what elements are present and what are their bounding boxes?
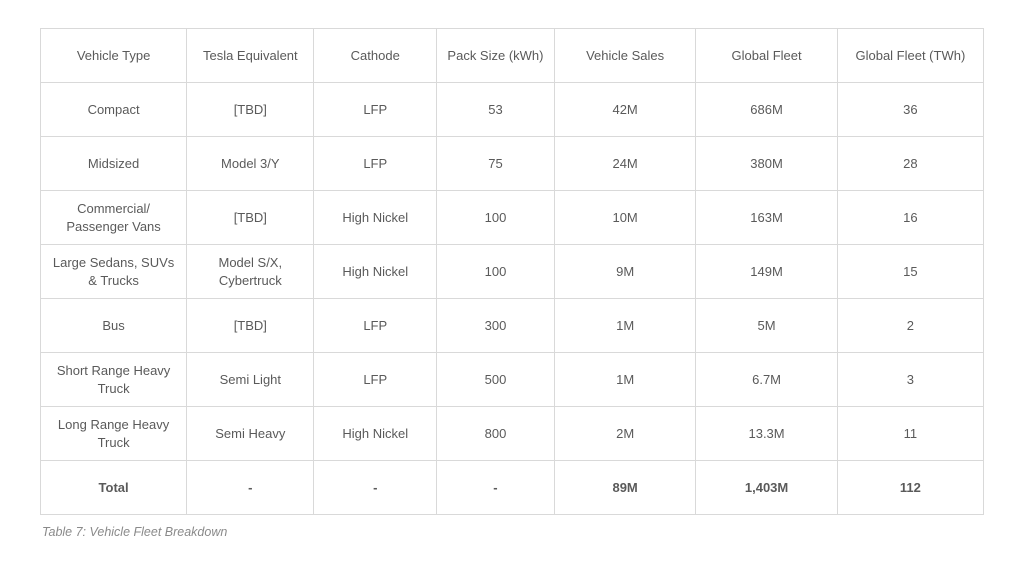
table-cell: 6.7M [696, 353, 837, 407]
table-cell: 1M [554, 353, 695, 407]
table-row: Commercial/ Passenger Vans[TBD]High Nick… [41, 191, 984, 245]
table-cell: Total [41, 461, 187, 515]
table-row: Long Range Heavy TruckSemi HeavyHigh Nic… [41, 407, 984, 461]
table-cell: 1,403M [696, 461, 837, 515]
table-row: Bus[TBD]LFP3001M5M2 [41, 299, 984, 353]
col-header-vehicle-type: Vehicle Type [41, 29, 187, 83]
table-cell: Semi Light [187, 353, 314, 407]
table-cell: 380M [696, 137, 837, 191]
table-cell: 42M [554, 83, 695, 137]
col-header-global-fleet-twh: Global Fleet (TWh) [837, 29, 983, 83]
table-cell: 89M [554, 461, 695, 515]
col-header-tesla-equiv: Tesla Equivalent [187, 29, 314, 83]
table-row: MidsizedModel 3/YLFP7524M380M28 [41, 137, 984, 191]
table-cell: Midsized [41, 137, 187, 191]
table-cell: 2 [837, 299, 983, 353]
table-cell: LFP [314, 83, 437, 137]
table-cell: - [437, 461, 555, 515]
table-cell: 800 [437, 407, 555, 461]
table-cell: Model 3/Y [187, 137, 314, 191]
table-cell: 15 [837, 245, 983, 299]
table-caption: Table 7: Vehicle Fleet Breakdown [40, 525, 984, 539]
col-header-vehicle-sales: Vehicle Sales [554, 29, 695, 83]
table-cell: Semi Heavy [187, 407, 314, 461]
table-cell: 53 [437, 83, 555, 137]
table-cell: [TBD] [187, 299, 314, 353]
table-row: Large Sedans, SUVs & TrucksModel S/X, Cy… [41, 245, 984, 299]
table-cell: 1M [554, 299, 695, 353]
table-cell: 100 [437, 191, 555, 245]
table-cell: 11 [837, 407, 983, 461]
table-cell: 149M [696, 245, 837, 299]
table-row: Short Range Heavy TruckSemi LightLFP5001… [41, 353, 984, 407]
table-cell: 13.3M [696, 407, 837, 461]
col-header-cathode: Cathode [314, 29, 437, 83]
table-cell: 3 [837, 353, 983, 407]
table-cell: 500 [437, 353, 555, 407]
table-cell: High Nickel [314, 407, 437, 461]
table-cell: 300 [437, 299, 555, 353]
table-cell: 24M [554, 137, 695, 191]
table-cell: Bus [41, 299, 187, 353]
table-cell: LFP [314, 137, 437, 191]
fleet-breakdown-table: Vehicle Type Tesla Equivalent Cathode Pa… [40, 28, 984, 515]
table-cell: 16 [837, 191, 983, 245]
table-cell: 100 [437, 245, 555, 299]
col-header-global-fleet: Global Fleet [696, 29, 837, 83]
table-cell: Short Range Heavy Truck [41, 353, 187, 407]
table-total-row: Total---89M1,403M112 [41, 461, 984, 515]
table-cell: Large Sedans, SUVs & Trucks [41, 245, 187, 299]
table-cell: LFP [314, 299, 437, 353]
table-cell: 163M [696, 191, 837, 245]
table-header-row: Vehicle Type Tesla Equivalent Cathode Pa… [41, 29, 984, 83]
table-cell: 112 [837, 461, 983, 515]
table-cell: 2M [554, 407, 695, 461]
table-cell: Compact [41, 83, 187, 137]
table-cell: 686M [696, 83, 837, 137]
table-cell: - [314, 461, 437, 515]
table-cell: High Nickel [314, 191, 437, 245]
table-cell: 9M [554, 245, 695, 299]
table-cell: Long Range Heavy Truck [41, 407, 187, 461]
table-body: Compact[TBD]LFP5342M686M36MidsizedModel … [41, 83, 984, 515]
table-cell: - [187, 461, 314, 515]
table-cell: [TBD] [187, 83, 314, 137]
col-header-pack-size: Pack Size (kWh) [437, 29, 555, 83]
table-cell: 5M [696, 299, 837, 353]
table-cell: High Nickel [314, 245, 437, 299]
table-cell: 10M [554, 191, 695, 245]
table-cell: 75 [437, 137, 555, 191]
table-cell: [TBD] [187, 191, 314, 245]
table-cell: Model S/X, Cybertruck [187, 245, 314, 299]
table-row: Compact[TBD]LFP5342M686M36 [41, 83, 984, 137]
table-cell: 36 [837, 83, 983, 137]
table-cell: Commercial/ Passenger Vans [41, 191, 187, 245]
table-cell: 28 [837, 137, 983, 191]
table-cell: LFP [314, 353, 437, 407]
